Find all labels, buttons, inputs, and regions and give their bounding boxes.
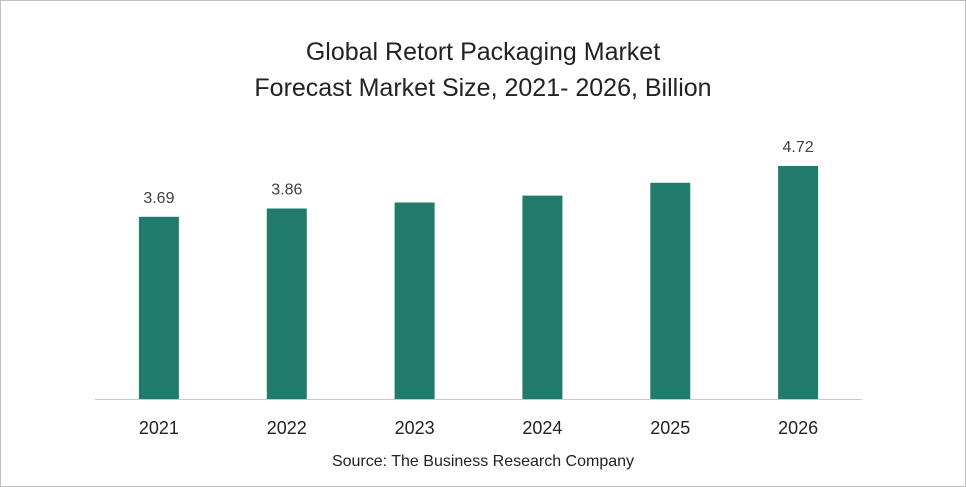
chart-title-block: Global Retort Packaging Market Forecast … bbox=[0, 34, 966, 106]
bar-2022 bbox=[266, 208, 307, 399]
chart-title: Global Retort Packaging Market bbox=[305, 38, 661, 66]
x-tick-label-2025: 2025 bbox=[650, 418, 690, 438]
chart-source: Source: The Business Research Company bbox=[331, 453, 635, 470]
data-label-2026: 4.72 bbox=[783, 139, 814, 156]
bar-2026 bbox=[778, 166, 819, 399]
x-tick-label-2022: 2022 bbox=[267, 418, 307, 438]
chart-subtitle: Forecast Market Size, 2021- 2026, Billio… bbox=[254, 74, 712, 102]
bar-2025 bbox=[650, 182, 691, 399]
bar-2021 bbox=[138, 216, 179, 399]
x-tick-label-2026: 2026 bbox=[778, 418, 818, 438]
x-tick-label-2021: 2021 bbox=[139, 418, 179, 438]
x-tick-label-2024: 2024 bbox=[522, 418, 562, 438]
bar-2024 bbox=[522, 195, 563, 399]
bar-2023 bbox=[394, 202, 435, 399]
data-label-2022: 3.86 bbox=[271, 182, 302, 199]
x-tick-label-2023: 2023 bbox=[395, 418, 435, 438]
data-label-2021: 3.69 bbox=[143, 190, 174, 207]
